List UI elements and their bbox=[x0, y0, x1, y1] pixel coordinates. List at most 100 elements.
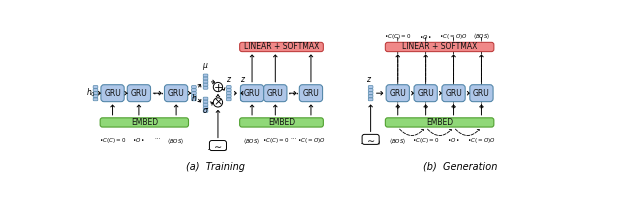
Text: $\cdots$: $\cdots$ bbox=[290, 136, 296, 140]
FancyBboxPatch shape bbox=[470, 85, 493, 102]
Text: GRU: GRU bbox=[389, 89, 406, 98]
FancyBboxPatch shape bbox=[227, 89, 231, 92]
Text: GRU: GRU bbox=[267, 89, 284, 98]
Text: $\sim$: $\sim$ bbox=[212, 140, 223, 150]
Text: $\langle BOS\rangle$: $\langle BOS\rangle$ bbox=[389, 136, 406, 145]
Text: GRU: GRU bbox=[417, 89, 434, 98]
Text: $+$: $+$ bbox=[213, 82, 223, 93]
Text: $\langle BOS\rangle$: $\langle BOS\rangle$ bbox=[243, 136, 260, 145]
Text: $\sigma$: $\sigma$ bbox=[202, 106, 209, 115]
FancyBboxPatch shape bbox=[100, 118, 189, 127]
FancyBboxPatch shape bbox=[241, 89, 245, 92]
FancyBboxPatch shape bbox=[204, 74, 208, 77]
Text: (b)  Generation: (b) Generation bbox=[422, 162, 497, 172]
Text: $\mu$: $\mu$ bbox=[202, 61, 209, 72]
FancyBboxPatch shape bbox=[164, 85, 188, 102]
FancyBboxPatch shape bbox=[191, 89, 196, 92]
FancyBboxPatch shape bbox=[127, 85, 150, 102]
Text: $\cdots$: $\cdots$ bbox=[152, 88, 163, 98]
Text: $h$: $h$ bbox=[191, 92, 197, 103]
Text: GRU: GRU bbox=[104, 89, 121, 98]
FancyBboxPatch shape bbox=[368, 95, 373, 98]
Text: (a)  Training: (a) Training bbox=[186, 162, 245, 172]
Text: $\cdots$: $\cdots$ bbox=[154, 136, 161, 140]
Text: $\cdots$: $\cdots$ bbox=[287, 88, 299, 98]
FancyBboxPatch shape bbox=[204, 109, 208, 112]
FancyBboxPatch shape bbox=[209, 140, 227, 151]
Text: $\bullet O\bullet$: $\bullet O\bullet$ bbox=[419, 33, 433, 41]
FancyBboxPatch shape bbox=[368, 89, 373, 92]
FancyBboxPatch shape bbox=[362, 134, 379, 144]
Text: GRU: GRU bbox=[131, 89, 147, 98]
Text: $\langle BOS\rangle$: $\langle BOS\rangle$ bbox=[168, 136, 185, 145]
Text: GRU: GRU bbox=[445, 89, 462, 98]
FancyBboxPatch shape bbox=[93, 86, 98, 88]
Text: EMBED: EMBED bbox=[131, 118, 158, 127]
FancyBboxPatch shape bbox=[227, 95, 231, 98]
FancyBboxPatch shape bbox=[204, 103, 208, 106]
Text: $\bullet O\bullet$: $\bullet O\bullet$ bbox=[132, 136, 145, 143]
Text: $\bullet C({=}O)O$: $\bullet C({=}O)O$ bbox=[467, 136, 496, 144]
FancyBboxPatch shape bbox=[191, 86, 196, 88]
FancyBboxPatch shape bbox=[368, 92, 373, 95]
FancyBboxPatch shape bbox=[204, 97, 208, 100]
Text: $\times$: $\times$ bbox=[213, 97, 223, 108]
FancyBboxPatch shape bbox=[191, 92, 196, 95]
Text: GRU: GRU bbox=[303, 89, 319, 98]
FancyBboxPatch shape bbox=[239, 118, 323, 127]
Text: GRU: GRU bbox=[244, 89, 260, 98]
Text: $h_0$: $h_0$ bbox=[86, 87, 96, 100]
FancyBboxPatch shape bbox=[239, 42, 323, 52]
FancyBboxPatch shape bbox=[227, 86, 231, 88]
FancyBboxPatch shape bbox=[264, 85, 287, 102]
FancyBboxPatch shape bbox=[204, 83, 208, 86]
FancyBboxPatch shape bbox=[191, 95, 196, 98]
FancyBboxPatch shape bbox=[241, 98, 245, 101]
FancyBboxPatch shape bbox=[204, 86, 208, 89]
FancyBboxPatch shape bbox=[93, 98, 98, 101]
Circle shape bbox=[213, 98, 223, 107]
FancyBboxPatch shape bbox=[241, 92, 245, 95]
FancyBboxPatch shape bbox=[191, 98, 196, 101]
Text: $\mathcal{N}(0,I)$: $\mathcal{N}(0,I)$ bbox=[360, 137, 381, 147]
Text: EMBED: EMBED bbox=[268, 118, 295, 127]
Text: $\mathcal{N}(0,I)$: $\mathcal{N}(0,I)$ bbox=[207, 143, 228, 153]
Text: $z$: $z$ bbox=[239, 75, 246, 84]
Text: $\bullet C(C){=}0$: $\bullet C(C){=}0$ bbox=[262, 136, 289, 144]
FancyBboxPatch shape bbox=[241, 85, 264, 102]
FancyBboxPatch shape bbox=[204, 80, 208, 83]
FancyBboxPatch shape bbox=[300, 85, 323, 102]
Text: $z$: $z$ bbox=[226, 75, 232, 84]
FancyBboxPatch shape bbox=[368, 86, 373, 88]
Text: $\bullet C(C){=}0$: $\bullet C(C){=}0$ bbox=[384, 32, 412, 41]
FancyBboxPatch shape bbox=[241, 95, 245, 98]
FancyBboxPatch shape bbox=[442, 85, 465, 102]
Text: EMBED: EMBED bbox=[426, 118, 453, 127]
Text: $\bullet C(C){=}0$: $\bullet C(C){=}0$ bbox=[99, 136, 126, 144]
Text: $\bullet C({=}O)O$: $\bullet C({=}O)O$ bbox=[296, 136, 325, 144]
FancyBboxPatch shape bbox=[93, 92, 98, 95]
Text: $\bullet O\bullet$: $\bullet O\bullet$ bbox=[447, 136, 460, 143]
FancyBboxPatch shape bbox=[386, 85, 410, 102]
Text: $\langle BOS\rangle$: $\langle BOS\rangle$ bbox=[473, 31, 490, 41]
FancyBboxPatch shape bbox=[414, 85, 437, 102]
FancyBboxPatch shape bbox=[368, 98, 373, 101]
Text: $\bullet C({=}O)O$: $\bullet C({=}O)O$ bbox=[439, 32, 468, 41]
FancyBboxPatch shape bbox=[93, 89, 98, 92]
Circle shape bbox=[213, 82, 223, 92]
FancyBboxPatch shape bbox=[204, 106, 208, 109]
Text: GRU: GRU bbox=[473, 89, 490, 98]
Text: $\bullet C(C){=}0$: $\bullet C(C){=}0$ bbox=[412, 136, 439, 144]
FancyBboxPatch shape bbox=[204, 77, 208, 80]
Text: $z$: $z$ bbox=[366, 75, 372, 84]
FancyBboxPatch shape bbox=[385, 42, 494, 52]
Text: GRU: GRU bbox=[168, 89, 184, 98]
FancyBboxPatch shape bbox=[227, 98, 231, 101]
FancyBboxPatch shape bbox=[93, 95, 98, 98]
FancyBboxPatch shape bbox=[241, 86, 245, 88]
FancyBboxPatch shape bbox=[204, 100, 208, 103]
Text: LINEAR + SOFTMAX: LINEAR + SOFTMAX bbox=[244, 42, 319, 52]
Text: $\sim$: $\sim$ bbox=[365, 134, 376, 144]
FancyBboxPatch shape bbox=[385, 118, 494, 127]
Text: LINEAR + SOFTMAX: LINEAR + SOFTMAX bbox=[402, 42, 477, 52]
